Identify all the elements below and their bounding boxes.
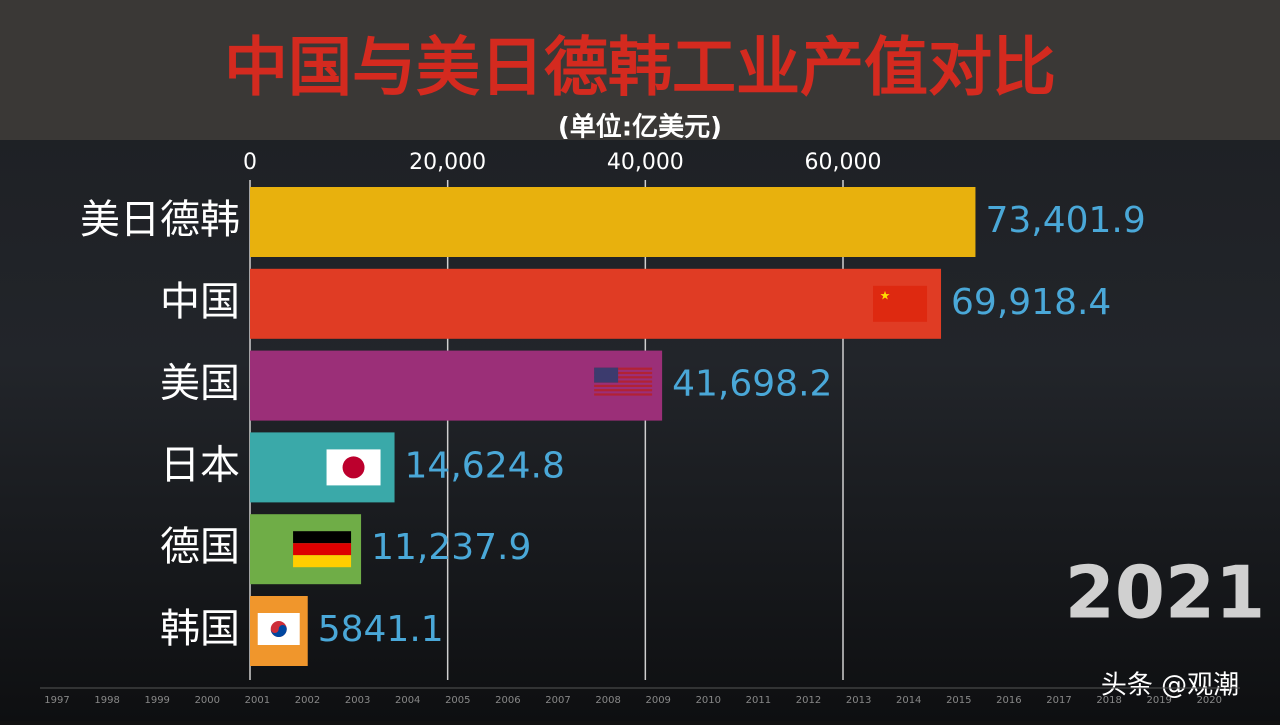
flag [257,613,300,645]
chart-title: 中国与美日德韩工业产值对比 [224,32,1056,106]
timeline-year: 2020 [1197,695,1222,706]
timeline-year: 2008 [595,695,620,706]
flag-part [594,384,653,387]
flag [326,449,381,486]
value-label: 5841.1 [318,609,444,650]
timeline-year: 1997 [44,695,69,706]
value-label: 41,698.2 [672,364,832,405]
watermark: 头条 @观潮 [1101,671,1239,701]
flag: ★ [873,285,928,322]
flag-part [270,625,287,637]
x-tick-label: 60,000 [805,150,882,175]
timeline-year: 2012 [796,695,821,706]
value-label: 11,237.9 [371,527,531,568]
timeline-year: 2014 [896,695,921,706]
flag-star: ★ [880,288,891,302]
flag-part [594,380,653,383]
timeline-year: 2003 [345,695,370,706]
flag-part [293,531,352,544]
value-label: 73,401.9 [985,200,1145,241]
flag-part [594,367,653,370]
timeline-year: 2000 [195,695,220,706]
flag-part [594,389,653,392]
category-label: 美日德韩 [80,197,240,243]
flag-part [293,543,352,556]
flag-part [594,367,619,383]
chart-subtitle: (单位:亿美元) [558,112,722,143]
timeline-year: 2009 [645,695,670,706]
timeline-year: 2010 [696,695,721,706]
flag-part [342,456,365,479]
bar [250,350,663,421]
timeline-year: 2004 [395,695,420,706]
flag [594,367,653,396]
flag-part [594,376,653,379]
flag-part [873,285,928,322]
timeline-year: 2018 [1096,695,1121,706]
timeline-year: 1999 [144,695,169,706]
flag-part [594,393,653,396]
timeline-year: 2002 [295,695,320,706]
category-label: 韩国 [160,606,240,652]
value-label: 69,918.4 [951,282,1111,323]
timeline-year: 2013 [846,695,871,706]
timeline-year: 2016 [996,695,1021,706]
flag [293,531,352,568]
timeline-year: 2006 [495,695,520,706]
timeline-year: 2001 [245,695,270,706]
title-band [0,0,1280,140]
timeline-year: 1998 [94,695,119,706]
flag-part [293,555,352,568]
category-label: 美国 [160,361,240,407]
x-tick-label: 20,000 [409,150,486,175]
timeline-year: 2017 [1046,695,1071,706]
category-label: 德国 [160,524,240,570]
x-tick-label: 40,000 [607,150,684,175]
category-label: 中国 [160,279,240,325]
timeline-year: 2015 [946,695,971,706]
category-label: 日本 [160,442,240,488]
x-tick-label: 0 [243,150,257,175]
timeline-year: 2007 [545,695,570,706]
bar [250,187,976,257]
timeline-year: 2019 [1146,695,1171,706]
flag-part [594,371,653,375]
timeline-year: 2005 [445,695,470,706]
timeline-year: 2011 [746,695,771,706]
current-year: 2021 [1065,551,1265,635]
value-label: 14,624.8 [405,445,565,486]
bar [250,268,942,339]
